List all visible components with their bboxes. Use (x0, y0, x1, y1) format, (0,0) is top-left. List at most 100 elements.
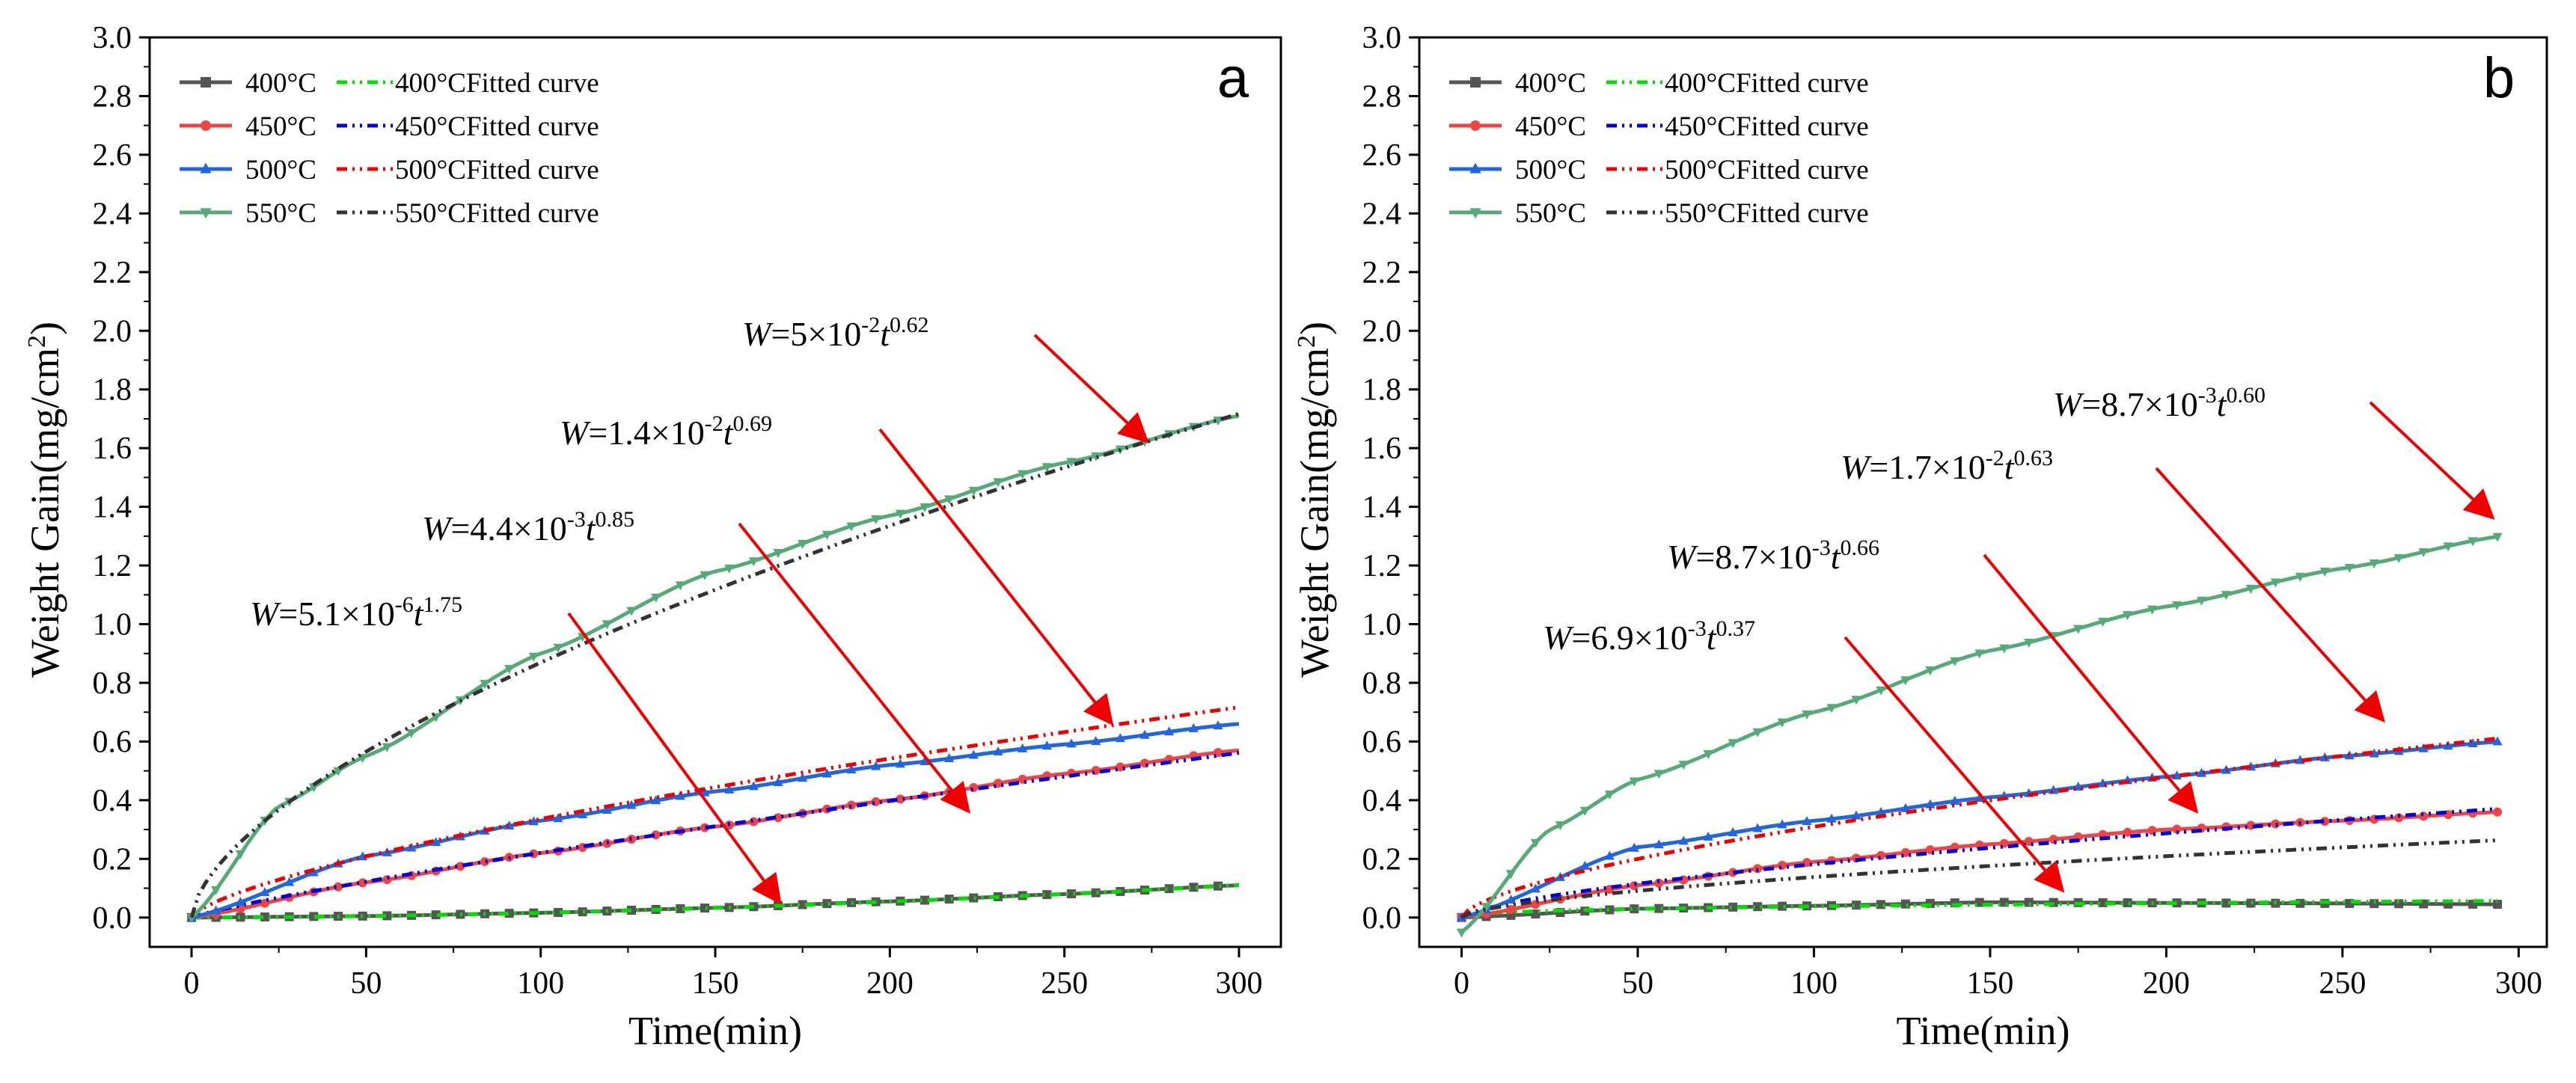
equation-annotations: W=5×10-2t0.62 W=1.4×10-2t0.69 W=4.4×10-3t0… (250, 313, 1149, 905)
series-marker-550 (1777, 718, 1787, 728)
series-marker-500 (1728, 827, 1738, 837)
equation-label: W=8.7×10-3t0.66 (1667, 536, 1879, 576)
series-marker-400 (1067, 889, 1076, 899)
series-marker-450 (2419, 812, 2429, 821)
series-marker-500 (944, 752, 955, 762)
series-marker-500 (1604, 850, 1615, 860)
y-tick-label: 1.8 (93, 373, 132, 408)
y-tick-label: 0.6 (1362, 725, 1402, 759)
series-marker-450 (1876, 850, 1885, 860)
series-marker-450 (1778, 860, 1787, 870)
y-tick-label: 1.4 (1362, 491, 1402, 525)
y-tick-label: 3.0 (93, 21, 132, 55)
y-tick-label: 2.0 (1362, 314, 1402, 349)
series-marker-550 (1456, 928, 1467, 938)
series-marker-450 (1531, 900, 1541, 909)
series-marker-400 (1091, 888, 1101, 898)
legend: 400°C 400°CFitted curve 450°C 450°CFitted c… (1449, 68, 1869, 229)
equation-arrow (567, 612, 782, 905)
series-marker-550 (1826, 704, 1837, 714)
fit-line-500 (190, 705, 1240, 919)
y-tick-label: 0.4 (93, 784, 132, 818)
fit-line-450 (191, 751, 1240, 920)
series-marker-450 (969, 783, 979, 793)
legend-label: 450°C (245, 111, 316, 142)
series-marker-500 (798, 773, 808, 782)
series-marker-500 (1629, 842, 1639, 852)
series-marker-500 (1900, 803, 1911, 812)
chart-panel-a: 0 50 100 150 200 250 300 0.0 0.2 0.4 0.6 0.8 1.0 1.2 1… (22, 21, 1282, 1053)
series-marker-550 (1802, 710, 1812, 720)
y-tick-label: 0.2 (1362, 842, 1402, 877)
series-line-400 (191, 883, 1240, 920)
series-marker-550 (724, 564, 735, 574)
series-marker-550 (1579, 806, 1590, 816)
series-marker-500 (1876, 806, 1886, 816)
legend-fit-label: 550°CFitted curve (1665, 198, 1869, 229)
series-marker-500 (2418, 743, 2429, 752)
series-marker-550 (1703, 750, 1713, 760)
series-marker-550 (1604, 791, 1615, 800)
x-tick-label: 300 (2495, 966, 2542, 1001)
series-marker-450 (1506, 905, 1516, 915)
series-marker-550 (308, 783, 319, 793)
panel-letter: b (2483, 46, 2515, 110)
series-marker-400 (1605, 905, 1615, 915)
legend-fit-label: 500°CFitted curve (1665, 155, 1869, 185)
series-marker-400 (944, 895, 954, 904)
series-marker-500 (1950, 795, 1960, 805)
equation-arrow (1844, 636, 2065, 893)
plot-frame (148, 36, 1282, 948)
series-marker-550 (1925, 666, 1936, 675)
series-marker-550 (626, 607, 637, 616)
x-tick-label: 100 (517, 966, 564, 1001)
series-marker-500 (1164, 726, 1175, 736)
legend-marker-450 (1470, 120, 1481, 131)
series-marker-550 (602, 620, 612, 630)
series-marker-500 (1826, 813, 1837, 823)
series-marker-500 (1188, 722, 1199, 732)
series-marker-550 (1066, 458, 1077, 467)
series-marker-550 (2295, 572, 2305, 582)
series-marker-500 (1091, 736, 1101, 746)
series-marker-500 (235, 897, 245, 906)
series-marker-550 (1678, 761, 1689, 770)
series-marker-550 (2221, 591, 2232, 601)
series-marker-500 (1925, 799, 1936, 809)
series-marker-550 (1530, 838, 1541, 848)
legend-label: 550°C (1515, 198, 1586, 229)
series-marker-400 (382, 911, 392, 921)
equation-arrow (878, 428, 1114, 726)
series-marker-400 (578, 907, 587, 917)
series-marker-550 (2024, 639, 2034, 648)
series-marker-550 (1974, 649, 1985, 659)
series-marker-450 (1630, 881, 1639, 891)
legend-fit-label: 400°CFitted curve (395, 68, 599, 99)
series-marker-550 (920, 503, 930, 512)
series-marker-450 (774, 813, 783, 823)
series-marker-450 (1728, 868, 1738, 877)
y-tick-label: 1.0 (1362, 608, 1402, 642)
equation-label: W=5.1×10-6t1.75 (250, 592, 462, 633)
series-marker-400 (1189, 883, 1199, 892)
series-marker-500 (724, 784, 735, 794)
series-marker-550 (871, 515, 881, 524)
equation-label: W=8.7×10-3t0.60 (2053, 383, 2266, 423)
legend-marker-500 (200, 162, 212, 174)
equation-label: W=4.4×10-3t0.85 (422, 507, 634, 547)
x-tick-label: 150 (1966, 966, 2013, 1001)
series-marker-450 (847, 800, 856, 810)
series-marker-500 (1777, 819, 1787, 829)
series-marker-500 (602, 804, 612, 814)
equation-arrow (1033, 334, 1149, 444)
series-marker-400 (1164, 884, 1174, 894)
series-marker-500 (920, 756, 930, 766)
series-line-550 (190, 414, 1240, 919)
series-marker-500 (822, 768, 832, 778)
series-marker-400 (2123, 898, 2132, 908)
series-marker-500 (1678, 835, 1689, 845)
panel-letter: a (1217, 46, 1249, 110)
legend-label: 450°C (1515, 111, 1586, 142)
equation-label: W=5×10-2t0.62 (742, 313, 929, 353)
